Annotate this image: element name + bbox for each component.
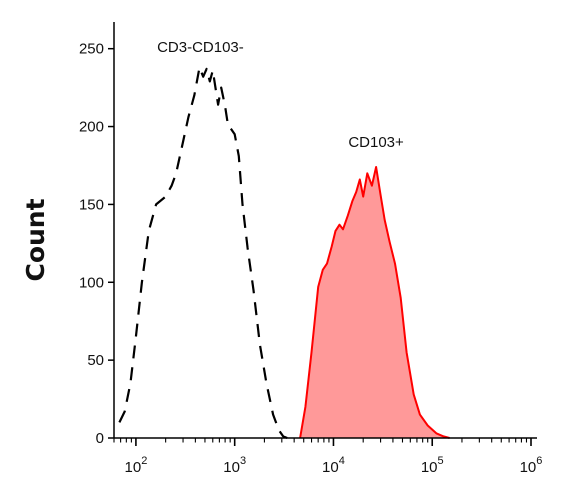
x-ticks: 102 103 104 105 106 xyxy=(113,438,543,476)
x-tick-label: 103 xyxy=(223,455,246,476)
y-tick-label: 0 xyxy=(96,430,104,447)
x-tick-label: 106 xyxy=(520,455,543,476)
plot-area xyxy=(118,66,450,440)
y-tick-label: 150 xyxy=(79,196,104,213)
x-tick-label: 102 xyxy=(125,455,148,476)
x-tick-label: 104 xyxy=(322,455,345,476)
y-tick-label: 200 xyxy=(79,119,104,136)
y-tick-label: 50 xyxy=(87,352,104,369)
series-fill-cd103-positive xyxy=(300,167,450,438)
y-axis-label: Count xyxy=(21,198,50,281)
y-ticks: 0 50 100 150 200 250 xyxy=(79,41,114,447)
series-annotation-label: CD3-CD103- xyxy=(157,39,244,56)
series-annotation-label: CD103+ xyxy=(348,134,404,151)
annotations: CD3-CD103- CD103+ xyxy=(157,39,404,151)
series-line-cd3-cd103-negative xyxy=(118,66,288,440)
y-tick-label: 250 xyxy=(79,41,104,58)
series-line-cd103-positive xyxy=(299,166,450,439)
x-tick-label: 105 xyxy=(421,455,444,476)
y-tick-label: 100 xyxy=(79,274,104,291)
